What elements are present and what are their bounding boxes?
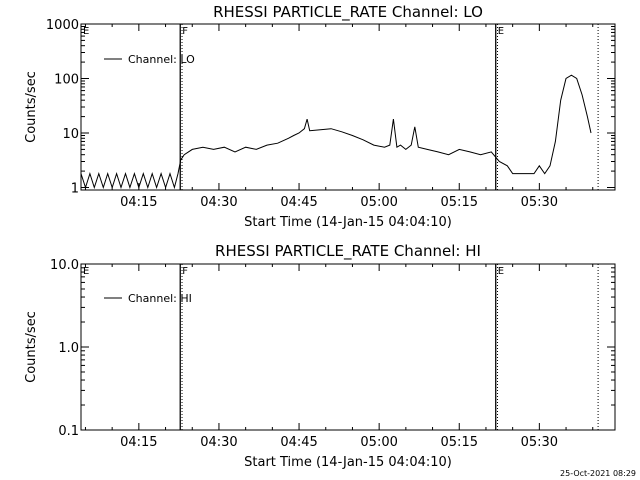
panel-hi: RHESSI PARTICLE_RATE Channel: HI 04:15 04… xyxy=(24,242,616,470)
x-tick-label: 04:45 xyxy=(280,195,317,210)
y-tick-label: 100 xyxy=(54,73,79,88)
x-tick-label: 04:15 xyxy=(120,435,157,450)
x-axis-label-lo: Start Time (14-Jan-15 04:04:10) xyxy=(244,215,452,230)
x-tick-label: 04:45 xyxy=(280,435,317,450)
panel-lo: RHESSI PARTICLE_RATE Channel: LO 04:15 04… xyxy=(24,3,616,230)
flag-label: E xyxy=(83,26,89,37)
x-tick-label: 05:15 xyxy=(441,435,478,450)
x-tick-label: 04:15 xyxy=(120,195,157,210)
y-axis-label-lo: Counts/sec xyxy=(24,71,39,143)
x-tick-label: 04:30 xyxy=(200,435,237,450)
y-tick-label: 10.0 xyxy=(50,258,79,273)
axis-ticks-lo: 04:15 04:30 04:45 05:00 05:15 05:30 1 10 100 1000 xyxy=(46,18,615,210)
flag-label: E xyxy=(83,266,89,277)
flag-label: E xyxy=(498,26,504,37)
y-tick-label: 0.1 xyxy=(58,424,79,439)
y-tick-label: 1 xyxy=(71,182,79,197)
y-tick-label: 10 xyxy=(62,127,79,142)
chart-title-hi: RHESSI PARTICLE_RATE Channel: HI xyxy=(215,242,481,261)
footer-timestamp: 25-Oct-2021 08:29 xyxy=(560,469,636,478)
series-lo xyxy=(80,74,592,190)
plot-frame-lo xyxy=(80,23,616,191)
y-axis-label-hi: Counts/sec xyxy=(24,311,39,383)
x-tick-label: 05:30 xyxy=(521,195,558,210)
y-tick-label: 1.0 xyxy=(58,341,79,356)
legend-label-lo: Channel: LO xyxy=(128,53,195,66)
chart-title-lo: RHESSI PARTICLE_RATE Channel: LO xyxy=(213,3,483,22)
series-line xyxy=(80,74,592,190)
flag-label: F xyxy=(182,26,188,37)
legend-hi: Channel: HI xyxy=(104,292,192,305)
legend-label-hi: Channel: HI xyxy=(128,292,192,305)
flag-lines-hi xyxy=(179,264,599,430)
legend-lo: Channel: LO xyxy=(104,53,195,66)
x-tick-label: 05:15 xyxy=(441,195,478,210)
x-axis-label-hi: Start Time (14-Jan-15 04:04:10) xyxy=(244,455,452,470)
x-tick-label: 05:00 xyxy=(360,195,397,210)
x-tick-label: 05:30 xyxy=(521,435,558,450)
flag-label: E xyxy=(498,266,504,277)
flag-label: F xyxy=(182,266,188,277)
x-tick-label: 05:00 xyxy=(360,435,397,450)
y-tick-label: 1000 xyxy=(46,18,79,33)
axis-ticks-hi: 04:15 04:30 04:45 05:00 05:15 05:30 0.1 1.0 10.0 xyxy=(50,258,615,450)
flag-lines-lo xyxy=(179,24,599,190)
x-tick-label: 04:30 xyxy=(200,195,237,210)
plot-frame-hi xyxy=(80,263,616,431)
